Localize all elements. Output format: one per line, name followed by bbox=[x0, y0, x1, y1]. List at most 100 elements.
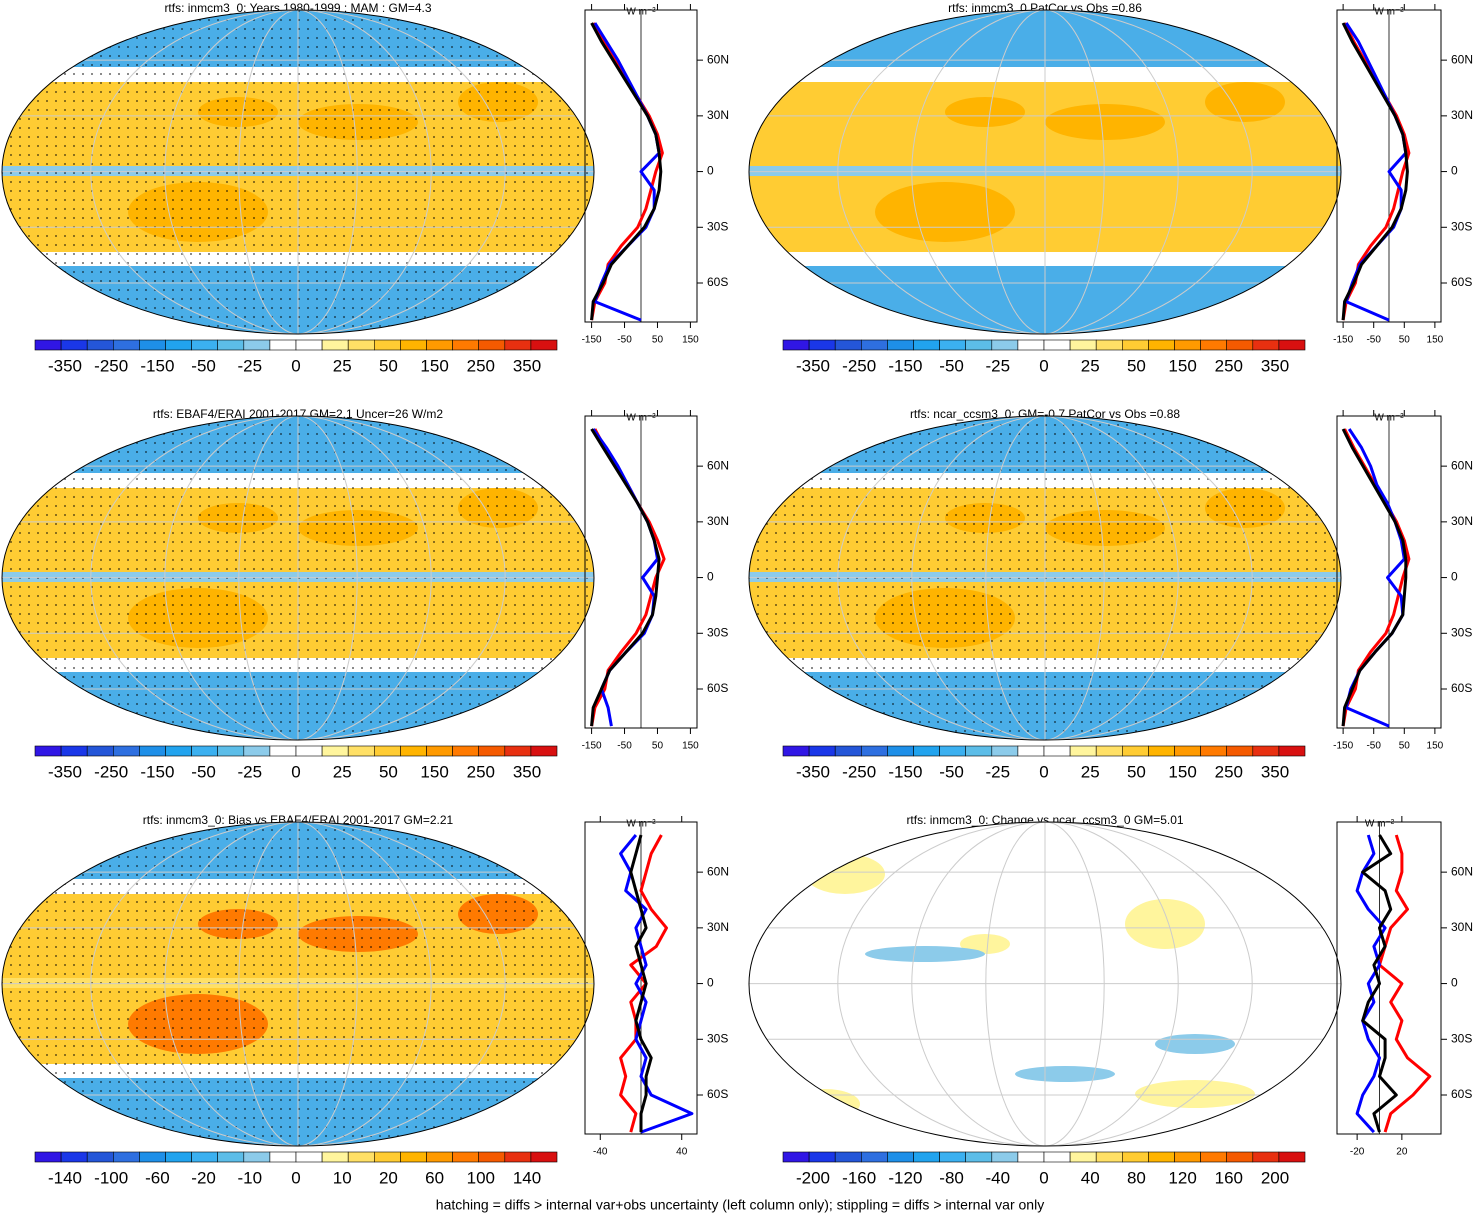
y-tick-label: 60N bbox=[707, 458, 729, 472]
graticule bbox=[837, 10, 1253, 334]
colorbar-label: 25 bbox=[333, 356, 352, 375]
y-tick-label: 60N bbox=[1451, 52, 1473, 66]
colorbar-label: 350 bbox=[1261, 356, 1289, 375]
map-body bbox=[749, 10, 1341, 334]
colorbar-label: 160 bbox=[1215, 1168, 1243, 1187]
x-tick-label: -150 bbox=[1333, 335, 1353, 346]
colorbar-box bbox=[1043, 1151, 1071, 1163]
profile-line bbox=[1361, 834, 1398, 1133]
map bbox=[748, 9, 1342, 335]
colorbar-label: 0 bbox=[291, 1168, 300, 1187]
colorbar-label: 0 bbox=[291, 356, 300, 375]
colorbar-box bbox=[191, 745, 219, 757]
colorbar-box bbox=[782, 1151, 810, 1163]
colorbar-box bbox=[1043, 745, 1071, 757]
colorbar-label: 250 bbox=[467, 762, 495, 781]
graticule bbox=[985, 10, 1105, 334]
colorbar-box bbox=[1252, 1151, 1280, 1163]
colorbar-box bbox=[243, 745, 271, 757]
colorbar-label: 250 bbox=[1215, 356, 1243, 375]
profile-line bbox=[590, 22, 664, 321]
colorbar-box bbox=[1122, 745, 1149, 757]
colorbar-label: -150 bbox=[140, 762, 174, 781]
colorbar-box bbox=[217, 1151, 245, 1163]
x-tick-label: -50 bbox=[1366, 335, 1381, 346]
y-tick-label: 30N bbox=[1451, 920, 1473, 934]
map-blob bbox=[865, 946, 985, 962]
colorbar-label: 150 bbox=[1168, 356, 1196, 375]
x-tick-label: -50 bbox=[1366, 741, 1381, 752]
map-border bbox=[1, 9, 595, 335]
profile-frame bbox=[1336, 821, 1442, 1135]
colorbar-box bbox=[243, 1151, 271, 1163]
colorbar-box bbox=[808, 745, 836, 757]
colorbar-box bbox=[1174, 1151, 1201, 1163]
colorbar-box bbox=[782, 745, 810, 757]
colorbar-box bbox=[478, 1151, 506, 1163]
map-body bbox=[749, 416, 1341, 740]
map-border bbox=[1, 821, 595, 1147]
colorbar-box bbox=[86, 1151, 114, 1163]
colorbar-label: -80 bbox=[939, 1168, 964, 1187]
y-tick-label: 30S bbox=[707, 1031, 728, 1045]
profile-line bbox=[593, 22, 661, 322]
colorbar-box bbox=[373, 745, 401, 757]
map-blob bbox=[1155, 1034, 1235, 1054]
colorbar-box bbox=[1043, 339, 1071, 351]
footnote: hatching = diffs > internal var+obs unce… bbox=[436, 1197, 1044, 1213]
colorbar-box bbox=[991, 339, 1019, 351]
colorbar-box bbox=[426, 1151, 453, 1163]
x-tick-label: -150 bbox=[582, 741, 602, 752]
colorbar-label: 50 bbox=[1127, 762, 1146, 781]
colorbar-box bbox=[321, 1151, 349, 1163]
x-axis-label: W m⁻² bbox=[1365, 819, 1395, 830]
colorbar-label: 25 bbox=[333, 762, 352, 781]
colorbar-box bbox=[1174, 339, 1201, 351]
colorbar-box bbox=[1095, 339, 1123, 351]
y-tick-label: 30N bbox=[707, 514, 729, 528]
colorbar-label: 250 bbox=[467, 356, 495, 375]
colorbar-label: 150 bbox=[420, 356, 448, 375]
colorbar-label: -60 bbox=[145, 1168, 170, 1187]
y-tick-label: 0 bbox=[1451, 570, 1458, 584]
colorbar-box bbox=[1174, 745, 1201, 757]
colorbar-box bbox=[60, 745, 88, 757]
colorbar-box bbox=[1095, 1151, 1123, 1163]
colorbar-label: -25 bbox=[238, 356, 263, 375]
colorbar-box bbox=[34, 1151, 62, 1163]
colorbar-box bbox=[1122, 1151, 1149, 1163]
x-tick-label: 150 bbox=[1427, 335, 1444, 346]
graticule bbox=[164, 10, 432, 334]
x-tick-label: -150 bbox=[582, 335, 602, 346]
colorbar-box bbox=[504, 1151, 532, 1163]
x-tick-label: -50 bbox=[617, 741, 632, 752]
profile-line bbox=[629, 834, 653, 1133]
colorbar-label: -120 bbox=[888, 1168, 922, 1187]
colorbar-box bbox=[530, 1151, 558, 1163]
x-tick-label: 50 bbox=[1399, 335, 1411, 346]
x-tick-label: 50 bbox=[652, 335, 664, 346]
colorbar-label: -25 bbox=[986, 356, 1011, 375]
colorbar-label: -250 bbox=[94, 762, 128, 781]
colorbar-box bbox=[139, 1151, 166, 1163]
colorbar-box bbox=[1122, 339, 1149, 351]
colorbar-label: 0 bbox=[1039, 762, 1048, 781]
colorbar-label: -250 bbox=[94, 356, 128, 375]
colorbar-box bbox=[1278, 1151, 1306, 1163]
y-tick-label: 60S bbox=[707, 681, 728, 695]
y-tick-label: 60S bbox=[1451, 681, 1472, 695]
x-tick-label: -50 bbox=[617, 335, 632, 346]
colorbar-box bbox=[530, 339, 558, 351]
y-tick-label: 60N bbox=[707, 864, 729, 878]
colorbar-label: -150 bbox=[888, 356, 922, 375]
colorbar-box bbox=[113, 1151, 140, 1163]
graticule bbox=[90, 10, 506, 334]
y-tick-label: 60N bbox=[1451, 458, 1473, 472]
colorbar-box bbox=[1148, 1151, 1175, 1163]
colorbar-label: 0 bbox=[1039, 356, 1048, 375]
map-blob bbox=[1015, 1066, 1115, 1082]
colorbar-box bbox=[373, 339, 401, 351]
colorbar-box bbox=[347, 745, 375, 757]
colorbar-box bbox=[217, 745, 245, 757]
map bbox=[1, 415, 595, 741]
